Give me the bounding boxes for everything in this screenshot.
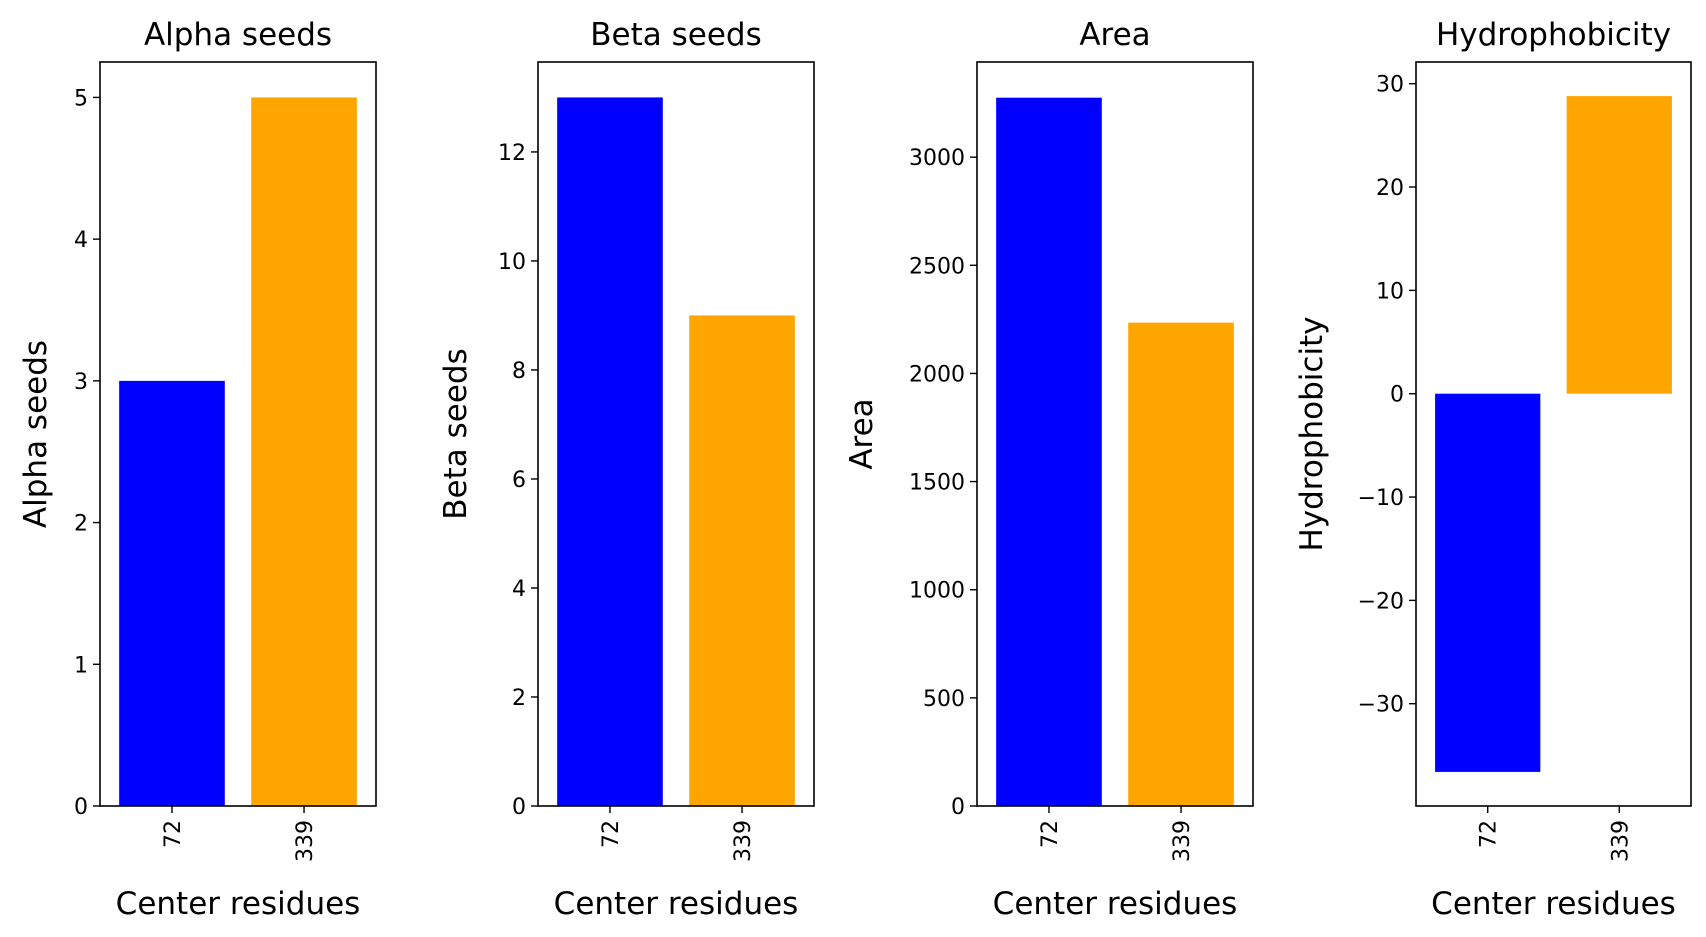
bar-72 — [557, 97, 663, 807]
y-tick-label: 20 — [1376, 176, 1404, 201]
y-tick-label: 1500 — [909, 471, 965, 496]
y-tick-label: 3 — [74, 370, 88, 395]
y-axis-label: Hydrophobicity — [1294, 316, 1330, 551]
y-tick-label: 1000 — [909, 579, 965, 604]
x-axis-label: Center residues — [1431, 886, 1676, 922]
bar-72 — [1435, 393, 1541, 772]
x-tick-label: 72 — [1477, 820, 1502, 848]
y-tick-label: 5 — [74, 86, 88, 111]
y-axis-label: Area — [844, 398, 880, 469]
y-tick-label: 10 — [498, 250, 526, 275]
bar-339 — [1566, 96, 1672, 394]
x-axis-label: Center residues — [554, 886, 799, 922]
y-tick-label: 0 — [1390, 383, 1404, 408]
bar-339 — [689, 315, 795, 806]
y-tick-label: 2000 — [909, 362, 965, 387]
y-tick-label: 0 — [512, 795, 526, 820]
chart-panel-2: 0 2 4 6 8 10 12 72 339 Beta seeds Center residues B… — [438, 17, 815, 922]
y-tick-label: 8 — [512, 359, 526, 384]
y-tick-label: 1 — [74, 653, 88, 678]
y-tick-label: 12 — [498, 141, 526, 166]
y-tick-label: −30 — [1358, 693, 1404, 718]
bar-72 — [119, 380, 225, 806]
y-tick-label: 2 — [74, 512, 88, 537]
x-axis-label: Center residues — [993, 886, 1238, 922]
x-axis-label: Center residues — [116, 886, 361, 922]
y-tick-label: 4 — [74, 228, 88, 253]
y-tick-label: 6 — [512, 468, 526, 493]
x-tick-label: 339 — [731, 820, 756, 862]
bar-339 — [1128, 322, 1234, 806]
bar-339 — [251, 97, 357, 807]
y-tick-label: 2500 — [909, 254, 965, 279]
chart-panel-3: 0 500 1000 1500 2000 2500 3000 72 339 Area Center … — [844, 17, 1254, 922]
bar-72 — [996, 97, 1102, 806]
y-tick-label: 2 — [512, 686, 526, 711]
axes-frame — [537, 61, 815, 807]
x-tick-label: 72 — [1038, 820, 1063, 848]
chart-title: Hydrophobicity — [1436, 17, 1671, 53]
y-axis-label: Beta seeds — [438, 348, 474, 519]
x-tick-label: 72 — [161, 820, 186, 848]
axes-frame — [99, 61, 377, 807]
y-tick-label: 4 — [512, 577, 526, 602]
chart-title: Alpha seeds — [144, 17, 332, 53]
y-tick-label: 500 — [923, 687, 965, 712]
y-axis-label: Alpha seeds — [18, 340, 54, 528]
axes-frame — [1415, 61, 1692, 807]
x-tick-label: 72 — [599, 820, 624, 848]
axes-frame — [976, 61, 1254, 807]
x-tick-label: 339 — [1170, 820, 1195, 862]
chart-panel-4: −30 −20 −10 0 10 20 30 72 339 Hydrophobicity Cente… — [1294, 17, 1692, 922]
y-tick-label: 3000 — [909, 146, 965, 171]
y-tick-label: 0 — [74, 795, 88, 820]
x-tick-label: 339 — [293, 820, 318, 862]
y-tick-label: 10 — [1376, 279, 1404, 304]
y-tick-label: −10 — [1358, 486, 1404, 511]
y-tick-label: −20 — [1358, 589, 1404, 614]
x-tick-label: 339 — [1608, 820, 1633, 862]
chart-title: Area — [1079, 17, 1150, 53]
chart-panel-1: 0 1 2 3 4 5 72 339 Alpha seeds Center residues Alp… — [18, 17, 377, 922]
y-tick-label: 30 — [1376, 73, 1404, 98]
chart-title: Beta seeds — [590, 17, 761, 53]
y-tick-label: 0 — [951, 795, 965, 820]
